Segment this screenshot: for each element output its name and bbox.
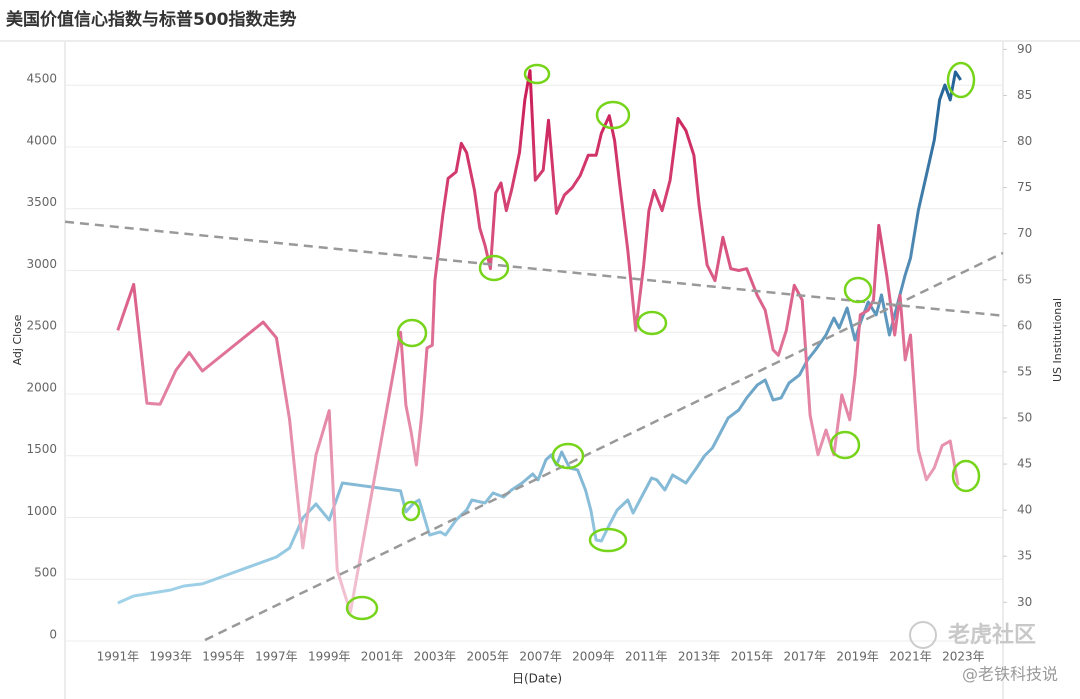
highlight-circle [478, 254, 510, 282]
x-tick-label: 2013年 [678, 650, 721, 664]
highlight-circle [829, 430, 861, 460]
y2-tick-label: 75 [1017, 180, 1032, 194]
x-tick-label: 2005年 [466, 650, 509, 664]
x-tick-label: 2009年 [572, 650, 615, 664]
y2-tick-label: 90 [1017, 42, 1032, 56]
highlight-circle [636, 310, 668, 336]
y-tick-label: 3500 [26, 195, 57, 209]
y2-axis-title: US Institutional [1051, 298, 1064, 382]
highlight-circle [396, 318, 428, 348]
x-tick-label: 2001年 [361, 650, 404, 664]
x-tick-label: 2007年 [519, 650, 562, 664]
y2-tick-label: 70 [1017, 226, 1032, 240]
y-tick-label: 500 [34, 566, 57, 580]
series-line [116, 69, 960, 614]
y2-tick-label: 60 [1017, 318, 1032, 332]
y-tick-label: 4000 [26, 133, 57, 147]
y-axis-title: Adj Close [11, 314, 24, 365]
y-tick-label: 0 [49, 628, 57, 642]
highlight-circle [401, 500, 421, 522]
highlight-circle [551, 442, 585, 470]
chart-title: 美国价值信心指数与标普500指数走势 [6, 9, 297, 30]
highlight-circle [843, 276, 873, 304]
x-tick-label: 2021年 [889, 650, 932, 664]
y-tick-label: 2000 [26, 380, 57, 394]
y-tick-label: 3000 [26, 257, 57, 271]
watermark-brand: 老虎社区 [947, 622, 1036, 648]
y-tick-label: 4500 [26, 72, 57, 86]
x-tick-label: 1991年 [97, 650, 140, 664]
highlight-circle [345, 595, 379, 621]
x-tick-label: 2023年 [942, 650, 985, 664]
y2-tick-label: 85 [1017, 88, 1032, 102]
watermark-author: @老铁科技说 [962, 665, 1058, 684]
highlight-circle [595, 100, 631, 130]
marks [65, 69, 1003, 641]
y2-tick-label: 40 [1017, 503, 1032, 517]
y-tick-label: 1500 [26, 442, 57, 456]
watermark-icon [909, 621, 937, 649]
x-tick-label: 2003年 [414, 650, 457, 664]
y2-tick-label: 30 [1017, 595, 1032, 609]
x-tick-label: 1995年 [202, 650, 245, 664]
x-tick-label: 2015年 [731, 650, 774, 664]
y-tick-label: 1000 [26, 504, 57, 518]
x-tick-label: 2017年 [784, 650, 827, 664]
x-tick-label: 1999年 [308, 650, 351, 664]
highlight-circle [588, 527, 628, 553]
y2-tick-label: 35 [1017, 549, 1032, 563]
x-axis-title: 日(Date) [512, 672, 562, 686]
highlights [345, 61, 981, 621]
y2-tick-label: 45 [1017, 457, 1032, 471]
series-line [117, 70, 962, 605]
highlight-circle [946, 61, 976, 99]
x-tick-label: 2019年 [836, 650, 879, 664]
y2-tick-label: 65 [1017, 272, 1032, 286]
x-tick-label: 1997年 [255, 650, 298, 664]
y2-tick-label: 55 [1017, 364, 1032, 378]
x-tick-label: 1993年 [149, 650, 192, 664]
x-tick-label: 2011年 [625, 650, 668, 664]
highlight-circle [523, 63, 551, 85]
trend-line [204, 251, 1003, 641]
highlight-circle [951, 459, 981, 493]
trend-line [65, 220, 1003, 317]
y2-tick-label: 80 [1017, 134, 1032, 148]
y-tick-label: 2500 [26, 319, 57, 333]
y2-tick-label: 50 [1017, 410, 1032, 424]
